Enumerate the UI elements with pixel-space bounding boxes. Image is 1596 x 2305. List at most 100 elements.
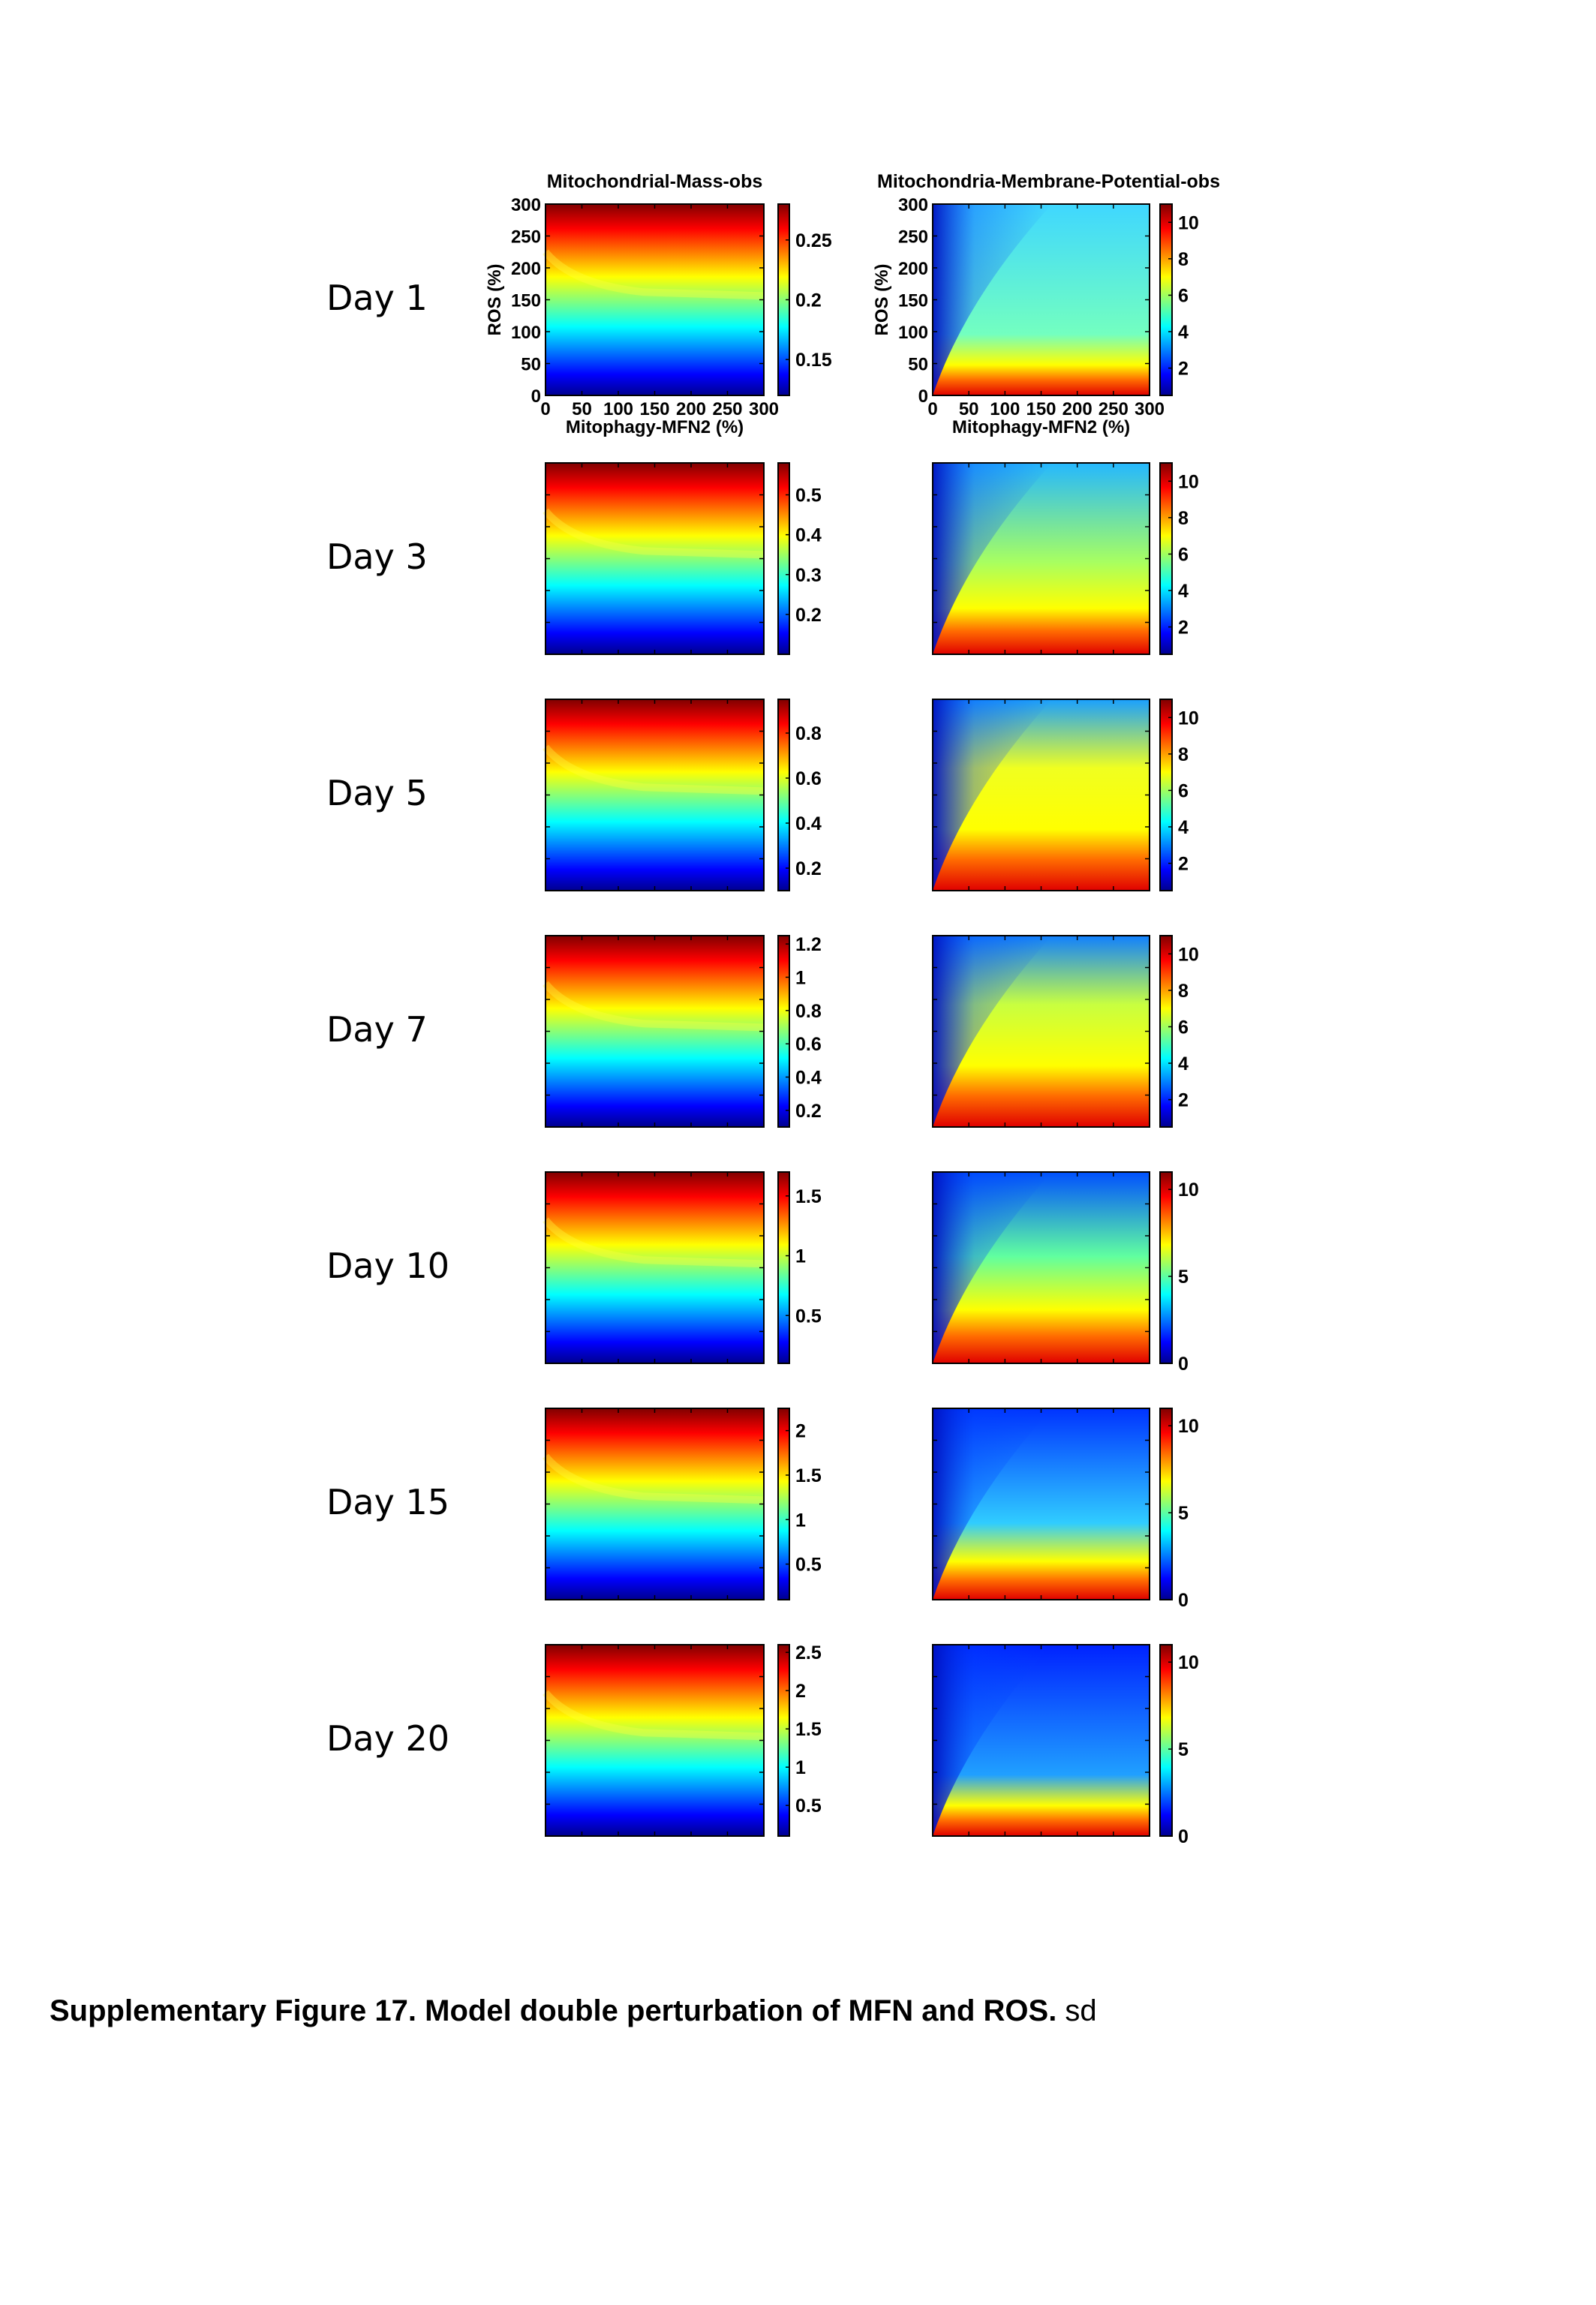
x-tick-label: 250 (712, 399, 742, 419)
x-axis-label: Mitophagy-MFN2 (%) (952, 417, 1130, 437)
colorbar-tick-label: 4 (1178, 581, 1189, 602)
colorbar-tick-label: 10 (1178, 1180, 1199, 1201)
heatmap-low-region (933, 1172, 1052, 1363)
colorbar-tick-label: 6 (1178, 544, 1189, 565)
contour-band (543, 1690, 765, 1741)
x-tick-label: 300 (1135, 399, 1165, 419)
heatmap-panel: 0 5 10 (932, 1644, 1199, 1847)
heatmap-field (546, 936, 764, 1127)
x-tick-label: 200 (676, 399, 706, 419)
y-tick-label: 300 (511, 195, 541, 215)
colorbar-tick-label: 4 (1178, 817, 1189, 838)
heatmap-field (546, 1172, 764, 1363)
colorbar (1159, 935, 1173, 1128)
heatmap-panel: 2 4 6 8 10 (932, 699, 1199, 891)
colorbar-tick-label: 0.4 (795, 1067, 822, 1088)
contour-band (543, 1217, 765, 1268)
row-day-label: Day 7 (326, 1008, 428, 1050)
colorbar-tick-label: 10 (1178, 944, 1199, 965)
y-tick-label: 100 (511, 323, 541, 343)
heatmap-low-region (933, 1645, 1052, 1836)
caption-bold: Supplementary Figure 17. Model double pe… (50, 1994, 1057, 2027)
heatmap-low-region (933, 463, 1052, 654)
colorbar-tick-label: 0.8 (795, 1001, 822, 1022)
colorbar-tick-label: 10 (1178, 1416, 1199, 1437)
y-axis-label: ROS (%) (872, 264, 892, 336)
heatmap-field (546, 1408, 764, 1600)
heatmap-panel: 0.2 0.3 0.4 0.5 (543, 462, 822, 655)
colorbar (1159, 699, 1173, 891)
colorbar-tick-label: 0.6 (795, 1034, 822, 1055)
x-tick-label: 0 (927, 399, 937, 419)
colorbar-tick-label: 0.4 (795, 525, 822, 546)
contour-band (543, 508, 765, 559)
colorbar-tick-label: 5 (1178, 1267, 1189, 1288)
y-tick-label: 200 (898, 259, 928, 279)
colorbar (777, 935, 790, 1128)
colorbar (777, 1171, 790, 1364)
colorbar (1159, 1644, 1173, 1837)
colorbar-tick-label: 10 (1178, 471, 1199, 492)
colorbar (1159, 1171, 1173, 1364)
colorbar-tick-label: 1.5 (795, 1186, 822, 1207)
x-tick-label: 250 (1099, 399, 1129, 419)
contour-band (543, 249, 765, 300)
heatmap-field (546, 699, 764, 891)
colorbar-tick-label: 0.15 (795, 350, 832, 371)
colorbar-tick-label: 1.5 (795, 1719, 822, 1740)
contour-band (543, 1453, 765, 1504)
x-tick-label: 100 (603, 399, 633, 419)
colorbar (777, 1408, 790, 1600)
y-tick-label: 150 (898, 291, 928, 311)
x-tick-label: 50 (959, 399, 979, 419)
heatmap-panel: 0.15 0.2 0.25 Mitochondrial-Mass-obs 0 50 100 1… (485, 171, 832, 437)
heatmap-field (546, 1645, 764, 1836)
y-tick-label: 0 (918, 386, 928, 407)
figure-caption: Supplementary Figure 17. Model double pe… (50, 1994, 1097, 2028)
heatmap-panel: 0 5 10 (932, 1171, 1199, 1375)
colorbar-tick-label: 6 (1178, 1017, 1189, 1038)
heatmap-panel: 0.2 0.4 0.6 0.8 1 1.2 (543, 934, 822, 1128)
y-tick-label: 0 (531, 386, 541, 407)
colorbar-tick-label: 0.2 (795, 1101, 822, 1122)
colorbar-tick-label: 1.2 (795, 934, 822, 955)
heatmap-field (546, 204, 764, 395)
y-axis-label: ROS (%) (485, 264, 505, 336)
y-tick-label: 100 (898, 323, 928, 343)
x-tick-label: 50 (572, 399, 592, 419)
colorbar-tick-label: 0 (1178, 1354, 1189, 1375)
heatmap-low-region (933, 204, 1052, 395)
colorbar-tick-label: 0.2 (795, 290, 822, 311)
colorbar-tick-label: 0 (1178, 1826, 1189, 1847)
colorbar-tick-label: 0 (1178, 1590, 1189, 1611)
heatmap-panel: 0.2 0.4 0.6 0.8 (543, 699, 822, 891)
colorbar-tick-label: 4 (1178, 322, 1189, 343)
y-tick-label: 250 (898, 227, 928, 248)
colorbar-tick-label: 0.5 (795, 1796, 822, 1817)
colorbar-tick-label: 4 (1178, 1053, 1189, 1074)
y-tick-label: 50 (521, 355, 541, 375)
row-day-label: Day 5 (326, 772, 428, 813)
heatmap-panel: 2 4 6 8 10 (932, 462, 1199, 655)
heatmap-field (546, 463, 764, 654)
colorbar-tick-label: 0.5 (795, 1306, 822, 1327)
colorbar-tick-label: 8 (1178, 981, 1189, 1002)
colorbar (777, 462, 790, 655)
heatmap-panel: 0.5 1 1.5 2 (543, 1408, 822, 1600)
colorbar-tick-label: 8 (1178, 744, 1189, 765)
y-tick-label: 150 (511, 291, 541, 311)
colorbar-tick-label: 1.5 (795, 1465, 822, 1486)
colorbar-tick-label: 0.5 (795, 485, 822, 506)
y-tick-label: 200 (511, 259, 541, 279)
colorbar-tick-label: 10 (1178, 1652, 1199, 1673)
colorbar-tick-label: 10 (1178, 212, 1199, 233)
x-tick-label: 200 (1062, 399, 1093, 419)
contour-band (543, 744, 765, 795)
row-day-label: Day 3 (326, 536, 428, 577)
colorbar-tick-label: 0.8 (795, 723, 822, 744)
heatmap-low-region (933, 1408, 1052, 1600)
colorbar-tick-label: 1 (795, 1510, 806, 1531)
colorbar-tick-label: 0.6 (795, 768, 822, 789)
x-tick-label: 150 (1026, 399, 1056, 419)
